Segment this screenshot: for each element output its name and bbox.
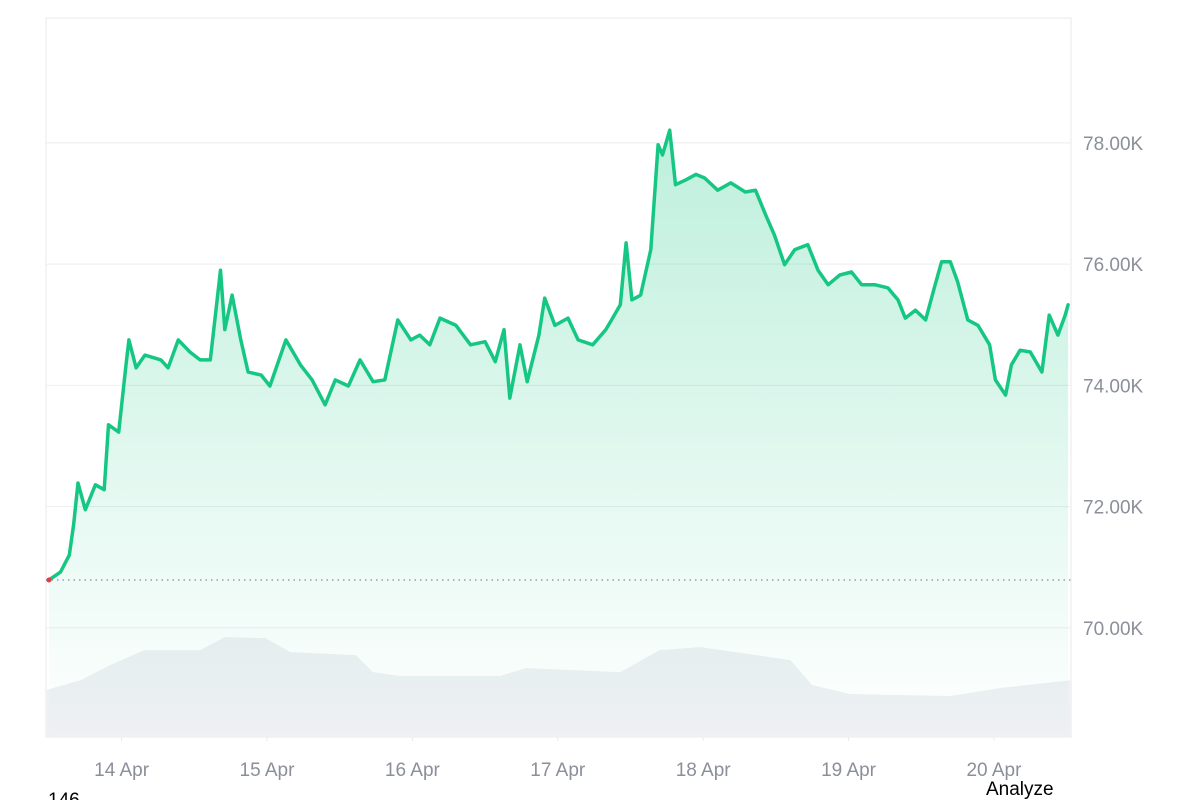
x-tick-label: 16 Apr	[385, 760, 441, 781]
x-tick-label: 19 Apr	[821, 760, 877, 781]
x-tick-label: 15 Apr	[240, 760, 296, 781]
y-tick-label: 70.00K	[1083, 619, 1144, 640]
x-tick-label: 17 Apr	[530, 760, 586, 781]
start-marker	[46, 577, 52, 583]
y-tick-label: 72.00K	[1083, 498, 1144, 519]
price-area	[48, 130, 1069, 737]
y-tick-label: 78.00K	[1083, 134, 1144, 155]
analyze-button[interactable]: Analyze	[986, 779, 1054, 800]
x-tick-label: 18 Apr	[676, 760, 732, 781]
x-tick-label: 14 Apr	[94, 760, 150, 781]
y-tick-label: 74.00K	[1083, 376, 1144, 397]
footer-left: 146	[48, 790, 80, 800]
price-line	[47, 128, 1070, 582]
y-tick-label: 76.00K	[1083, 255, 1144, 276]
x-tick-label: 20 Apr	[966, 760, 1022, 781]
